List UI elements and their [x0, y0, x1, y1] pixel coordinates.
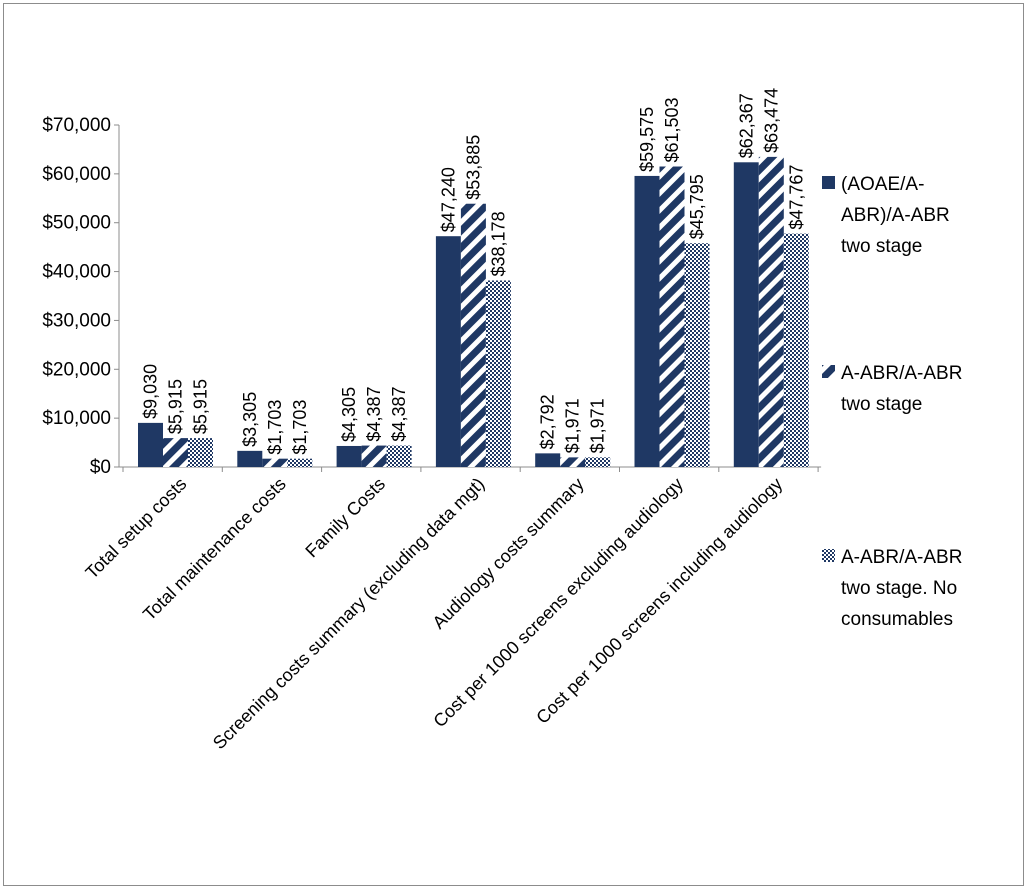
data-label: $4,305	[339, 387, 359, 442]
bar-series-1	[435, 236, 461, 467]
legend-entry-1: (AOAE/A-	[841, 174, 924, 195]
y-tick-label: $20,000	[42, 359, 111, 380]
bar-series-1	[733, 162, 759, 467]
legend-entry-3: A-ABR/A-ABR	[841, 547, 962, 568]
data-label: $59,575	[637, 107, 657, 172]
legend-swatch-3	[822, 549, 835, 562]
data-label: $1,971	[563, 398, 583, 453]
bar-series-2	[361, 445, 387, 467]
data-label: $1,971	[588, 398, 608, 453]
chart-frame: $0 $10,000 $20,000 $30,000 $40,000 $50,000 $60…	[3, 3, 1024, 886]
bar-series-3	[684, 243, 710, 467]
bar-series-3	[188, 438, 213, 467]
bar-series-2	[262, 458, 288, 467]
x-category-label: Family Costs	[301, 474, 389, 562]
y-tick-label: $50,000	[42, 213, 111, 234]
data-label: $5,915	[191, 379, 211, 434]
bar-series-2	[758, 156, 784, 468]
data-label: $47,240	[438, 167, 458, 232]
legend-entry-1: two stage	[841, 236, 922, 257]
y-tick-label: $60,000	[42, 164, 111, 185]
data-label: $38,178	[488, 211, 508, 276]
data-label: $3,305	[240, 392, 260, 447]
legend: (AOAE/A- ABR)/A-ABR two stage A-ABR/A-ABR tw…	[822, 174, 962, 630]
bar-series-1	[237, 450, 263, 467]
bar-series-1	[535, 453, 561, 467]
bar-series-3	[386, 445, 412, 467]
data-label: $1,703	[265, 400, 285, 455]
y-tick-label: $40,000	[42, 262, 111, 283]
axis-layer: $0 $10,000 $20,000 $30,000 $40,000 $50,000 $60…	[42, 115, 822, 478]
legend-swatch-2	[822, 365, 835, 378]
x-category-label: Total setup costs	[82, 474, 191, 583]
data-label: $2,792	[538, 394, 558, 449]
legend-entry-2: two stage	[841, 394, 922, 415]
legend-entry-2: A-ABR/A-ABR	[841, 363, 962, 384]
bar-series-2	[460, 203, 486, 468]
bar-series-3	[485, 280, 511, 467]
y-tick-label: $0	[90, 457, 111, 478]
data-label: $63,474	[761, 88, 781, 153]
data-label: $9,030	[141, 364, 161, 419]
data-labels-layer: $9,030$3,305 $4,305$47,240$2,792$59,575 $6…	[141, 88, 807, 455]
y-tick-label: $10,000	[42, 408, 111, 429]
data-label: $61,503	[662, 97, 682, 162]
bar-series-1	[336, 445, 362, 467]
bar-series-2	[163, 438, 188, 467]
bar-chart: $0 $10,000 $20,000 $30,000 $40,000 $50,000 $60…	[42, 88, 962, 753]
data-label: $4,387	[364, 387, 384, 442]
legend-entry-1: ABR)/A-ABR	[841, 205, 950, 226]
bars-layer	[138, 156, 809, 468]
legend-swatch-1	[822, 176, 835, 189]
bar-series-3	[585, 457, 611, 467]
legend-entry-3: two stage. No	[841, 578, 957, 599]
data-label: $62,367	[736, 93, 756, 158]
data-label: $5,915	[166, 379, 186, 434]
bar-series-2	[560, 457, 586, 467]
bar-series-3	[287, 458, 313, 467]
legend-entry-3: consumables	[841, 609, 953, 630]
bar-series-1	[138, 422, 163, 467]
y-tick-label: $30,000	[42, 310, 111, 331]
data-label: $45,795	[687, 174, 707, 239]
y-tick-label: $70,000	[42, 115, 111, 136]
data-label: $47,767	[786, 165, 806, 230]
data-label: $4,387	[389, 387, 409, 442]
bar-series-2	[659, 166, 685, 467]
bar-series-1	[634, 175, 660, 467]
bar-series-3	[783, 233, 809, 467]
data-label: $1,703	[290, 400, 310, 455]
data-label: $53,885	[463, 135, 483, 200]
